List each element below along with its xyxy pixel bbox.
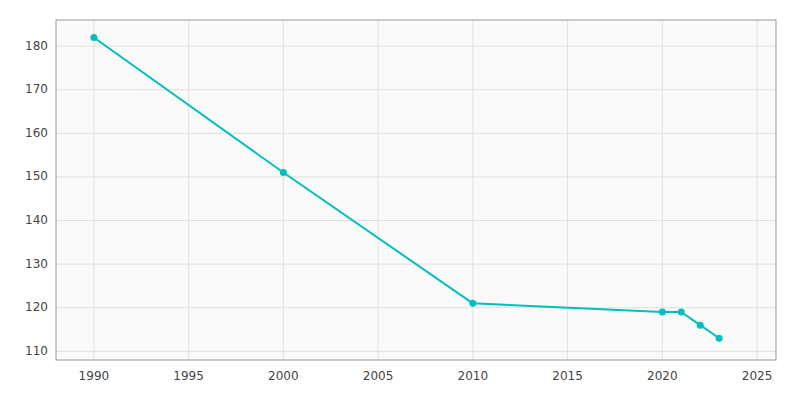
line [94,37,719,338]
x-tick-label: 1990 [79,369,110,383]
chart-container: 110 120 130 140 150 160 170 180 1990 1995 2000 2005… [0,0,800,400]
grid-line-y [56,89,776,90]
marker [697,322,704,329]
marker [678,309,685,316]
y-tick-label: 140 [25,213,48,227]
y-tick-label: 180 [25,39,48,53]
grid-line-y [56,176,776,177]
chart-svg: 110 120 130 140 150 160 170 180 1990 1995 2000 2005… [0,0,800,400]
plot-frame [56,20,776,360]
grid-line-x [93,20,94,360]
y-tick-label: 110 [25,344,48,358]
grid-line-x [378,20,379,360]
grid-line-x [567,20,568,360]
marker [90,34,97,41]
y-tick-label: 170 [25,82,48,96]
grid-line-x [283,20,284,360]
grid-line-x [188,20,189,360]
x-tick-label: 2025 [742,369,773,383]
grid-line-x [757,20,758,360]
grid-line-x [472,20,473,360]
grid [56,20,776,360]
y-tick-label: 120 [25,300,48,314]
grid-line-y [56,46,776,47]
marker [716,335,723,342]
x-tick-label: 2015 [552,369,583,383]
marker [469,300,476,307]
x-tick-label: 2005 [363,369,394,383]
grid-line-y [56,307,776,308]
x-tick-label: 2000 [268,369,299,383]
y-tick-label: 160 [25,126,48,140]
x-tick-label: 2010 [458,369,489,383]
grid-line-y [56,351,776,352]
grid-line-y [56,133,776,134]
x-tick-label: 1995 [173,369,204,383]
y-tick-label: 150 [25,169,48,183]
series [90,34,722,342]
marker [659,309,666,316]
y-tick-label: 130 [25,257,48,271]
grid-line-y [56,220,776,221]
plot-background [56,20,776,360]
x-tick-label: 2020 [647,369,678,383]
marker [280,169,287,176]
